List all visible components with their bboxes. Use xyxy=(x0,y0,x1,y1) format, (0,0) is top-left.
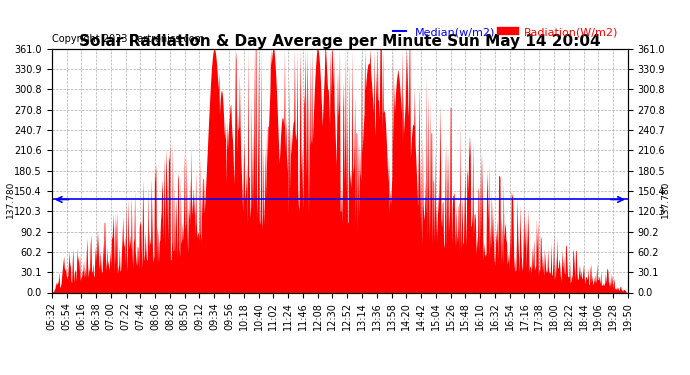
Text: 137.780: 137.780 xyxy=(661,181,670,218)
Text: 137.780: 137.780 xyxy=(6,181,14,218)
Text: Copyright 2023 Cartronics.com: Copyright 2023 Cartronics.com xyxy=(52,34,204,44)
Legend: Median(w/m2), Radiation(W/m2): Median(w/m2), Radiation(W/m2) xyxy=(388,22,622,42)
Title: Solar Radiation & Day Average per Minute Sun May 14 20:04: Solar Radiation & Day Average per Minute… xyxy=(79,34,600,49)
